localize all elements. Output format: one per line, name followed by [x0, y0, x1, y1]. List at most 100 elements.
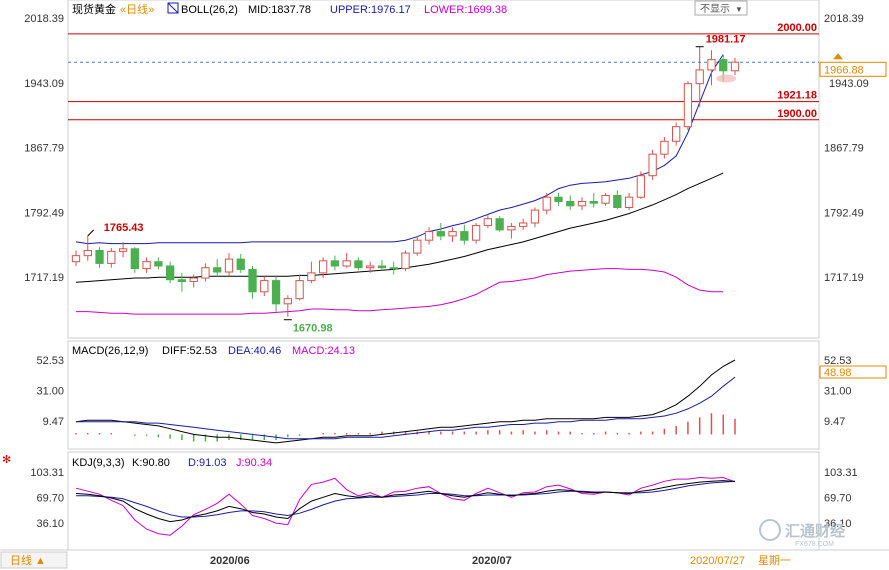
candle [601, 194, 610, 204]
high-mark-label: 1765.43 [104, 222, 144, 234]
macd-dif-line [75, 359, 736, 444]
candle [201, 267, 210, 279]
candle [107, 250, 116, 264]
hide-button-label: 不显示 [700, 3, 730, 15]
macd-tick-left-1: 31.00 [36, 386, 64, 398]
level-label-1: 1921.18 [777, 90, 817, 102]
candle [354, 260, 363, 269]
price-tick-right-0: 2018.39 [824, 13, 864, 25]
period-button[interactable] [0, 551, 68, 569]
period-link[interactable]: «日线» [120, 2, 154, 16]
candle [71, 255, 81, 263]
candle [189, 277, 198, 282]
boll-label: BOLL(26,2) [181, 4, 238, 16]
macd-current-box [819, 365, 887, 379]
kdj-panel-frame [67, 451, 820, 551]
settings-icon[interactable]: ✻ [2, 454, 11, 466]
candle [165, 265, 175, 281]
macd-tick-left-0: 52.53 [36, 355, 64, 367]
candle [660, 140, 669, 155]
watermark-url: FX678.COM [795, 541, 834, 548]
candle [672, 126, 681, 142]
macd-tick-right-2: 31.00 [824, 386, 852, 398]
candle [554, 196, 563, 202]
candle [719, 59, 728, 72]
macd-panel-frame [67, 340, 820, 450]
candle [83, 250, 92, 257]
kdj-tick-left-0: 103.31 [30, 467, 64, 479]
candle [624, 196, 634, 209]
candle [330, 260, 340, 267]
price-tick-right-3: 1792.49 [824, 207, 864, 219]
candle [448, 231, 457, 237]
dropdown-icon: ▼ [735, 5, 743, 14]
peak-mark-label: 1981.17 [706, 34, 746, 46]
current-price-label: 1966.88 [824, 64, 864, 76]
price-panel-frame [67, 0, 820, 339]
candle [413, 239, 422, 254]
weekday-label: 星期一 [758, 554, 791, 567]
level-label-2: 1900.00 [777, 108, 817, 120]
boll-mid-line [75, 172, 724, 283]
candle [118, 248, 128, 252]
kdj-tick-left-1: 69.70 [36, 493, 64, 505]
candle [471, 225, 481, 241]
candle [495, 218, 504, 231]
candle [589, 200, 598, 204]
low-mark-label: 1670.98 [293, 323, 333, 335]
candle [260, 280, 269, 293]
kdj-tick-left-2: 36.10 [36, 518, 64, 530]
price-tick-right-1: 1943.09 [829, 78, 869, 90]
candle [424, 231, 434, 241]
kdj-d-line [76, 480, 736, 518]
candle [342, 260, 351, 267]
candle [142, 261, 151, 270]
candle [271, 280, 281, 305]
price-tick-right-4: 1717.19 [824, 272, 864, 284]
macd-tick-right-0: 52.53 [824, 355, 852, 367]
x-label-jun: 2020/06 [210, 555, 250, 567]
candle [707, 59, 716, 71]
kdj-tick-right-0: 103.31 [824, 467, 858, 479]
symbol-label: 现货黄金 [72, 2, 116, 16]
kdj-k: K:90.80 [132, 457, 170, 469]
boll-upper: UPPER:1976.17 [330, 4, 411, 16]
candle [460, 231, 469, 241]
candle [436, 231, 445, 237]
candle [177, 279, 187, 282]
current-price-box [819, 61, 887, 77]
macd-title: MACD(26,12,9) [72, 345, 148, 357]
kdj-tick-right-2: 36.10 [824, 518, 852, 530]
macd-tick-left-2: 9.47 [43, 416, 64, 428]
candle [519, 222, 528, 227]
price-tick-left-4: 1717.19 [24, 272, 64, 284]
boll-upper-line [75, 54, 724, 245]
kdj-k-line [75, 480, 736, 523]
candle [213, 267, 222, 273]
boll-lower-line [76, 268, 724, 315]
macd-value: MACD:24.13 [292, 345, 355, 357]
candle [636, 175, 646, 198]
candle [224, 258, 234, 273]
candle [95, 250, 104, 264]
candle [389, 267, 398, 270]
candle [283, 298, 292, 305]
current-price-arrow-icon [833, 53, 843, 60]
candle [542, 196, 551, 211]
date-label: 2020/07/27 [690, 555, 745, 567]
boll-mid: MID:1837.78 [248, 4, 311, 16]
candle [154, 261, 163, 267]
kdj-j-line [75, 476, 736, 536]
hide-button[interactable] [694, 0, 748, 16]
candle [295, 280, 304, 300]
kdj-j: J:90.34 [236, 457, 272, 469]
candle [307, 272, 316, 282]
macd-dea: DEA:40.46 [228, 345, 281, 357]
high-mark-pointer [87, 229, 95, 237]
macd-tick-right-3: 9.47 [824, 416, 845, 428]
watermark-text: 汇通财经 [785, 522, 845, 540]
macd-tick-right-1: 48.98 [824, 367, 852, 379]
x-label-jul: 2020/07 [472, 555, 512, 567]
kdj-d: D:91.03 [188, 457, 227, 469]
